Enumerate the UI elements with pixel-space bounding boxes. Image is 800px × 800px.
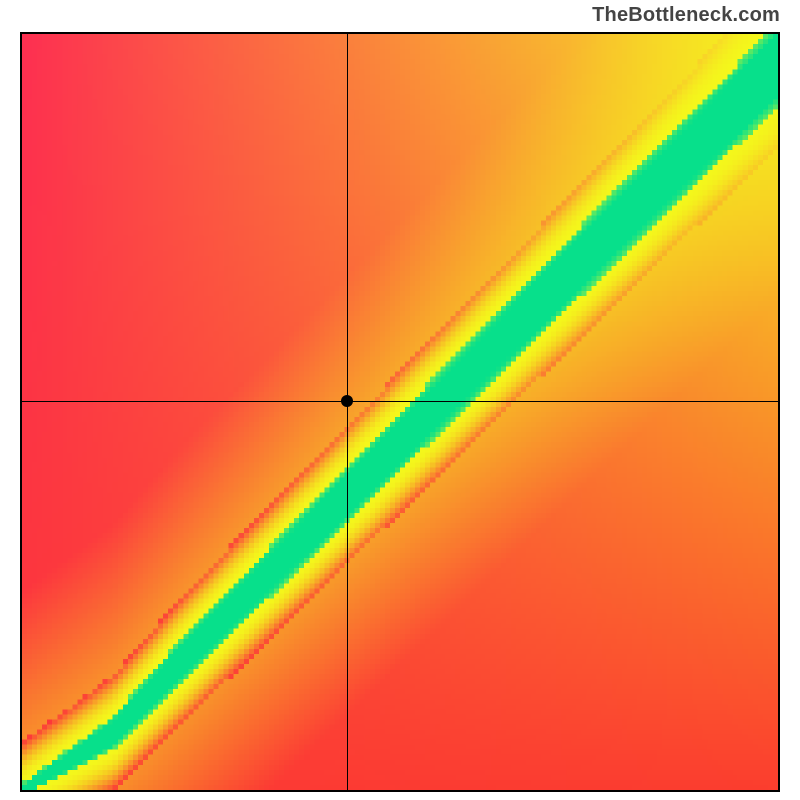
marker-dot	[341, 395, 353, 407]
bottleneck-heatmap	[20, 32, 780, 792]
watermark-text: TheBottleneck.com	[592, 4, 780, 27]
heatmap-canvas	[22, 34, 778, 790]
crosshair-vertical	[347, 34, 348, 790]
crosshair-horizontal	[22, 401, 778, 402]
